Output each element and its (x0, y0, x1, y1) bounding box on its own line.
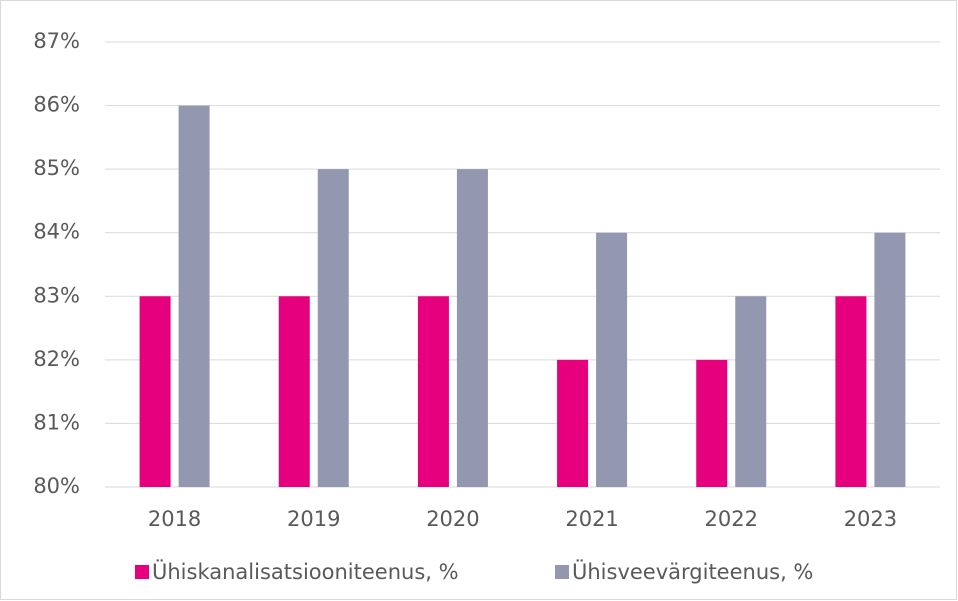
bar (596, 232, 628, 487)
bar (178, 105, 210, 488)
y-tick-label: 80% (33, 474, 80, 498)
x-tick-label: 2022 (705, 507, 758, 531)
bar (278, 296, 310, 487)
y-tick-label: 87% (33, 29, 80, 53)
bar (835, 296, 867, 487)
bar (456, 169, 488, 487)
x-tick-label: 2019 (287, 507, 340, 531)
legend-swatch (135, 565, 149, 579)
bar (735, 296, 767, 487)
bar (874, 232, 906, 487)
legend-label: Ühisveevärgiteenus, % (572, 559, 813, 584)
y-tick-label: 81% (33, 410, 80, 434)
x-tick-label: 2018 (148, 507, 201, 531)
y-tick-label: 82% (33, 347, 80, 371)
y-tick-label: 83% (33, 283, 80, 307)
x-tick-label: 2021 (565, 507, 618, 531)
bar (317, 169, 349, 487)
x-tick-label: 2023 (844, 507, 897, 531)
y-tick-label: 85% (33, 156, 80, 180)
bar (696, 359, 728, 487)
y-tick-label: 86% (33, 93, 80, 117)
bar (417, 296, 449, 487)
bar (139, 296, 171, 487)
bar (557, 359, 589, 487)
x-tick-label: 2020 (426, 507, 479, 531)
legend-label: Ühiskanalisatsiooniteenus, % (152, 559, 459, 584)
legend-swatch (555, 565, 569, 579)
y-tick-label: 84% (33, 220, 80, 244)
